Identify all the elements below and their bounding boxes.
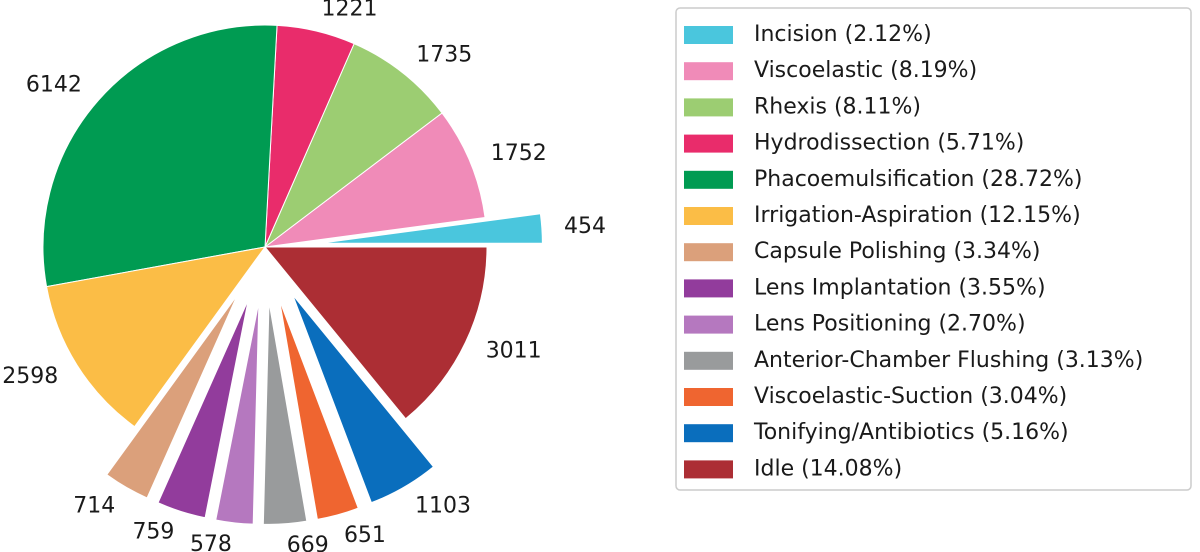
legend-swatch-tonifying-antibiotics (684, 424, 733, 443)
pie-value-label-irrigation-aspiration: 2598 (2, 364, 58, 389)
legend-label-lens-positioning: Lens Positioning (2.70%) (754, 312, 1026, 337)
pie-slice-lens-implantation (157, 299, 249, 519)
legend-swatch-viscoelastic-suction (684, 388, 733, 406)
pie-value-label-phacoemulsification: 6142 (26, 72, 82, 97)
legend-frame (675, 7, 1192, 491)
pie-slice-idle (263, 246, 488, 420)
legend-items: Incision (2.12%) Viscoelastic (8.19%) Rhex… (684, 22, 1143, 481)
legend-label-lens-implantation: Lens Implantation (3.55%) (754, 275, 1046, 300)
pie-value-label-idle: 3011 (486, 339, 542, 364)
legend-label-tonifying-antibiotics: Tonifying/Antibiotics (5.16%) (753, 420, 1069, 445)
pie-slice-lens-positioning (215, 302, 260, 525)
legend-label-irrigation-aspiration: Irrigation-Aspiration (12.15%) (754, 203, 1081, 228)
pie-value-label-lens-positioning: 578 (190, 532, 232, 552)
legend-label-anterior-chamber-flushing: Anterior-Chamber Flushing (3.13%) (754, 348, 1143, 373)
pie-value-label-hydrodissection: 1221 (322, 0, 378, 21)
legend-swatch-lens-positioning (684, 315, 733, 334)
legend-swatch-hydrodissection (684, 134, 733, 153)
pie-slice-incision (320, 213, 543, 244)
pie-value-label-viscoelastic-suction: 651 (344, 523, 386, 548)
legend: Incision (2.12%) Viscoelastic (8.19%) Rhex… (675, 7, 1192, 491)
pie-slice-viscoelastic (263, 112, 486, 248)
pie-value-label-capsule-polishing: 714 (73, 494, 115, 519)
pie-slice-phacoemulsification (42, 24, 278, 288)
pie-slices (42, 24, 543, 525)
legend-swatch-incision (684, 26, 733, 44)
legend-swatch-irrigation-aspiration (684, 207, 733, 225)
legend-swatch-idle (684, 460, 733, 479)
pie-value-label-incision: 454 (564, 214, 606, 239)
pie-value-label-tonifying-antibiotics: 1103 (415, 493, 471, 518)
legend-swatch-rhexis (684, 98, 733, 117)
legend-swatch-capsule-polishing (684, 243, 733, 262)
legend-label-capsule-polishing: Capsule Polishing (3.34%) (754, 239, 1041, 264)
pie-value-label-viscoelastic: 1752 (491, 141, 547, 166)
pie-value-labels: 454 1752 1735 1221 6142 2598 714 759 578 669 651 11… (2, 0, 606, 552)
pie-value-label-lens-implantation: 759 (132, 520, 174, 545)
legend-label-incision: Incision (2.12%) (754, 22, 932, 47)
legend-label-hydrodissection: Hydrodissection (5.71%) (754, 131, 1024, 156)
pie-slice-anterior-chamber-flushing (262, 302, 308, 525)
legend-swatch-phacoemulsification (684, 170, 733, 189)
pie-value-label-anterior-chamber-flushing: 669 (287, 533, 329, 552)
legend-swatch-anterior-chamber-flushing (684, 351, 733, 370)
legend-label-phacoemulsification: Phacoemulsification (28.72%) (754, 167, 1082, 192)
legend-label-viscoelastic: Viscoelastic (8.19%) (754, 58, 977, 83)
pie-value-label-rhexis: 1735 (416, 42, 472, 67)
legend-swatch-viscoelastic (684, 62, 733, 81)
pie-slice-capsule-polishing (106, 294, 238, 499)
pie-slice-tonifying-antibiotics (292, 294, 435, 504)
legend-label-idle: Idle (14.08%) (754, 456, 902, 481)
pie-slice-rhexis (263, 43, 443, 249)
pie-slice-viscoelastic-suction (279, 300, 359, 520)
legend-label-viscoelastic-suction: Viscoelastic-Suction (3.04%) (754, 384, 1067, 409)
pie-slice-irrigation-aspiration (45, 246, 267, 428)
legend-swatch-lens-implantation (684, 279, 733, 298)
legend-label-rhexis: Rhexis (8.11%) (754, 94, 921, 119)
